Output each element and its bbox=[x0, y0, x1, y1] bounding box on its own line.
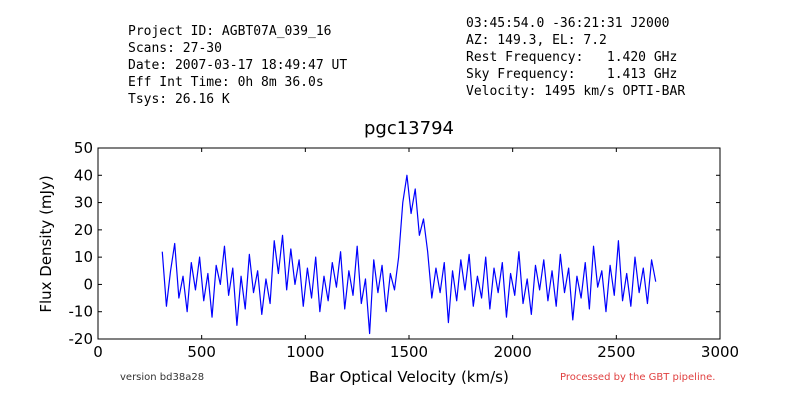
x-tick-label: 0 bbox=[93, 343, 103, 361]
y-tick-label: 0 bbox=[83, 275, 93, 293]
y-tick-label: 10 bbox=[74, 248, 93, 266]
y-tick-label: 40 bbox=[74, 166, 93, 184]
y-tick-label: 50 bbox=[74, 139, 93, 157]
x-tick-label: 3000 bbox=[701, 343, 739, 361]
header-line: 03:45:54.0 -36:21:31 J2000 bbox=[466, 16, 670, 31]
x-tick-label: 1000 bbox=[286, 343, 324, 361]
chart-title: pgc13794 bbox=[364, 118, 454, 139]
header-line: Scans: 27-30 bbox=[128, 41, 222, 56]
x-tick-label: 500 bbox=[187, 343, 216, 361]
version-note: version bd38a28 bbox=[120, 372, 204, 383]
x-tick-label: 2000 bbox=[494, 343, 532, 361]
y-tick-label: 20 bbox=[74, 221, 93, 239]
header-line: Tsys: 26.16 K bbox=[128, 92, 230, 107]
x-tick-label: 1500 bbox=[390, 343, 428, 361]
y-tick-label: -20 bbox=[69, 330, 94, 348]
pipeline-note: Processed by the GBT pipeline. bbox=[560, 372, 715, 383]
y-axis-label: Flux Density (mJy) bbox=[37, 175, 55, 312]
header-line: Project ID: AGBT07A_039_16 bbox=[128, 24, 332, 39]
header-line: Rest Frequency: 1.420 GHz bbox=[466, 50, 677, 65]
header-line: Date: 2007-03-17 18:49:47 UT bbox=[128, 58, 347, 73]
x-tick-label: 2500 bbox=[597, 343, 635, 361]
header-line: Velocity: 1495 km/s OPTI-BAR bbox=[466, 84, 685, 99]
x-axis-label: Bar Optical Velocity (km/s) bbox=[309, 368, 509, 386]
header-line: AZ: 149.3, EL: 7.2 bbox=[466, 33, 607, 48]
spectrum-line bbox=[161, 174, 657, 335]
y-tick-label: -10 bbox=[69, 303, 94, 321]
header-line: Sky Frequency: 1.413 GHz bbox=[466, 67, 677, 82]
y-tick-label: 30 bbox=[74, 194, 93, 212]
header-line: Eff Int Time: 0h 8m 36.0s bbox=[128, 75, 324, 90]
